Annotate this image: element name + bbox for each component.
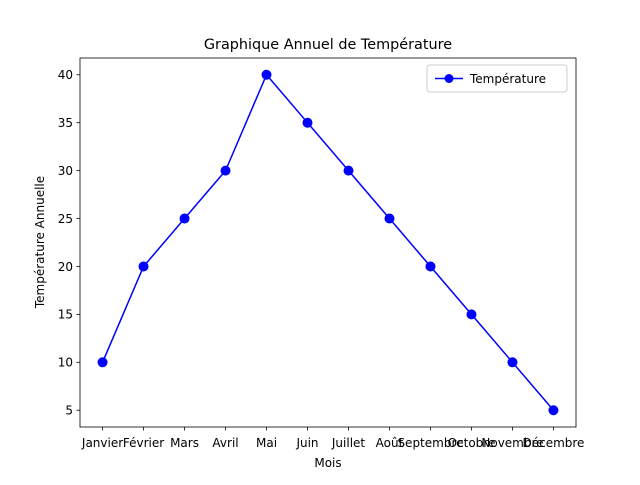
- data-point: [261, 69, 272, 80]
- y-tick-label: 15: [58, 308, 73, 322]
- data-point: [302, 117, 313, 128]
- y-tick-label: 5: [65, 404, 73, 418]
- data-point: [425, 261, 436, 272]
- x-tick-label: Novembre: [481, 436, 543, 450]
- x-tick-label: Février: [123, 436, 164, 450]
- y-tick-label: 10: [58, 356, 73, 370]
- x-tick-label: Août: [376, 436, 404, 450]
- legend-marker: [444, 74, 454, 83]
- y-tick-label: 20: [58, 260, 73, 274]
- y-tick-label: 30: [58, 164, 73, 178]
- y-axis-label: Température Annuelle: [33, 176, 47, 309]
- data-point: [507, 357, 518, 368]
- y-tick-label: 25: [58, 212, 73, 226]
- x-tick-label: Octobre: [448, 436, 496, 450]
- legend: Température: [426, 64, 568, 93]
- data-point: [466, 309, 477, 320]
- data-point: [97, 357, 108, 368]
- legend-label: Température: [469, 72, 546, 86]
- x-axis-label: Mois: [314, 456, 341, 470]
- axes: 5 10 15 20 25 30 35 40 Janvier Février Mars Avril Ma…: [58, 57, 584, 450]
- x-tick-label: Juin: [295, 436, 318, 450]
- x-tick-label: Janvier: [81, 436, 123, 450]
- legend-box: [426, 64, 568, 93]
- y-tick-label: 35: [58, 116, 73, 130]
- x-tick-label: Juillet: [331, 436, 366, 450]
- data-point: [548, 405, 559, 416]
- data-point: [220, 165, 231, 176]
- series-layer: [97, 69, 559, 416]
- data-point: [138, 261, 149, 272]
- data-point: [384, 213, 395, 224]
- x-tick-label: Mars: [170, 436, 199, 450]
- x-tick-label: Décembre: [522, 436, 584, 450]
- chart-title: Graphique Annuel de Température: [204, 37, 452, 53]
- data-point: [343, 165, 354, 176]
- x-tick-label: Septembre: [397, 436, 463, 450]
- x-tick-label: Mai: [256, 436, 277, 450]
- plot-frame: [79, 57, 577, 428]
- y-tick-label: 40: [58, 68, 73, 82]
- x-tick-label: Avril: [212, 436, 238, 450]
- series-line: [101, 74, 555, 411]
- data-point: [179, 213, 190, 224]
